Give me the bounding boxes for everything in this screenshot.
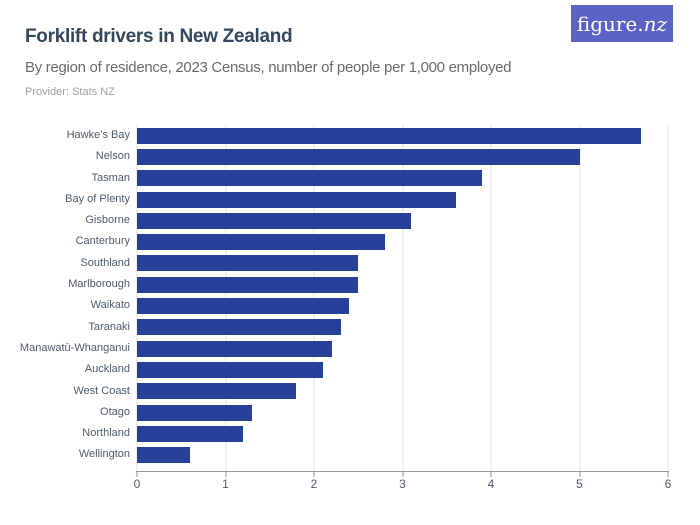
x-axis-tick-labels: 0 1 2 3 4 5 6	[133, 477, 672, 491]
page-title: Forklift drivers in New Zealand	[25, 26, 293, 47]
category-label: Hawke’s Bay	[66, 129, 130, 141]
bar-row	[137, 338, 668, 359]
plot-area	[136, 125, 669, 471]
bar-row	[137, 210, 668, 231]
gridline	[490, 125, 492, 471]
bar-row	[137, 253, 668, 274]
bar	[137, 340, 332, 357]
bar	[137, 127, 642, 144]
gridline	[402, 125, 403, 471]
category-label: Otago	[100, 405, 130, 418]
figure-nz-logo[interactable]: figure.nz	[571, 5, 673, 42]
category-label: Waikato	[90, 299, 130, 312]
category-label: Nelson	[95, 150, 130, 163]
bar-row	[137, 402, 668, 423]
bar-row	[137, 444, 668, 465]
x-axis-tick-label: 3	[399, 477, 406, 491]
gridline	[313, 125, 315, 471]
x-axis-line	[136, 471, 669, 477]
x-axis-tick	[667, 472, 669, 477]
bar	[137, 361, 323, 378]
bar	[137, 404, 253, 421]
x-axis-tick	[490, 472, 492, 477]
bar	[137, 212, 412, 229]
figure-nz-logo-text: figure.nz	[576, 11, 668, 36]
bar	[137, 191, 456, 208]
bar	[137, 255, 359, 272]
x-axis-tick-label: 5	[576, 477, 583, 491]
category-label: Tasman	[91, 171, 130, 184]
bar-row	[137, 125, 668, 146]
category-label: Auckland	[84, 363, 130, 376]
x-axis-tick	[225, 472, 226, 477]
bar	[137, 234, 385, 251]
gridline	[225, 125, 226, 471]
x-axis-tick-label: 2	[310, 477, 318, 491]
x-axis-tick	[402, 472, 403, 477]
bar	[137, 298, 350, 315]
gridline	[136, 125, 138, 471]
bar-row	[137, 295, 668, 316]
provider-label: Provider: Stats NZ	[25, 86, 115, 98]
bar	[137, 170, 483, 187]
category-label: Wellington	[78, 448, 130, 461]
bar-row	[137, 423, 668, 444]
gridline	[579, 125, 580, 471]
bar-row	[137, 168, 668, 189]
category-label: Bay of Plenty	[65, 192, 130, 205]
x-axis-tick	[313, 472, 315, 477]
bar	[137, 276, 359, 293]
bar-row	[137, 317, 668, 338]
category-label: Manawatū-Whanganui	[19, 341, 130, 354]
chart-subtitle: By region of residence, 2023 Census, num…	[25, 59, 512, 76]
category-label: Gisborne	[85, 214, 130, 227]
bar	[137, 148, 580, 165]
category-label: Northland	[82, 427, 130, 440]
bar-row	[137, 146, 668, 167]
bar-row	[137, 381, 668, 402]
x-axis-tick-label: 4	[487, 477, 495, 491]
bar	[137, 383, 297, 400]
bar-row	[137, 274, 668, 295]
bar	[137, 447, 191, 464]
bars-group	[137, 125, 668, 466]
x-axis-tick-label: 1	[222, 477, 229, 491]
bar-row	[137, 189, 668, 210]
category-label: Marlborough	[68, 278, 130, 291]
x-axis-tick-label: 6	[664, 477, 672, 491]
category-label: West Coast	[73, 384, 130, 397]
bar-row	[137, 231, 668, 252]
category-label: Canterbury	[75, 235, 130, 248]
category-label: Taranaki	[88, 320, 130, 333]
bar-row	[137, 359, 668, 380]
x-axis-tick	[136, 472, 138, 477]
bar	[137, 319, 341, 336]
category-axis: Hawke’s Bay Nelson Tasman Bay of Plenty Gisb…	[0, 125, 130, 466]
gridline	[667, 125, 669, 471]
x-axis-tick-label: 0	[133, 477, 141, 491]
category-label: Southland	[80, 256, 130, 269]
bar	[137, 425, 244, 442]
x-axis-tick	[579, 472, 580, 477]
